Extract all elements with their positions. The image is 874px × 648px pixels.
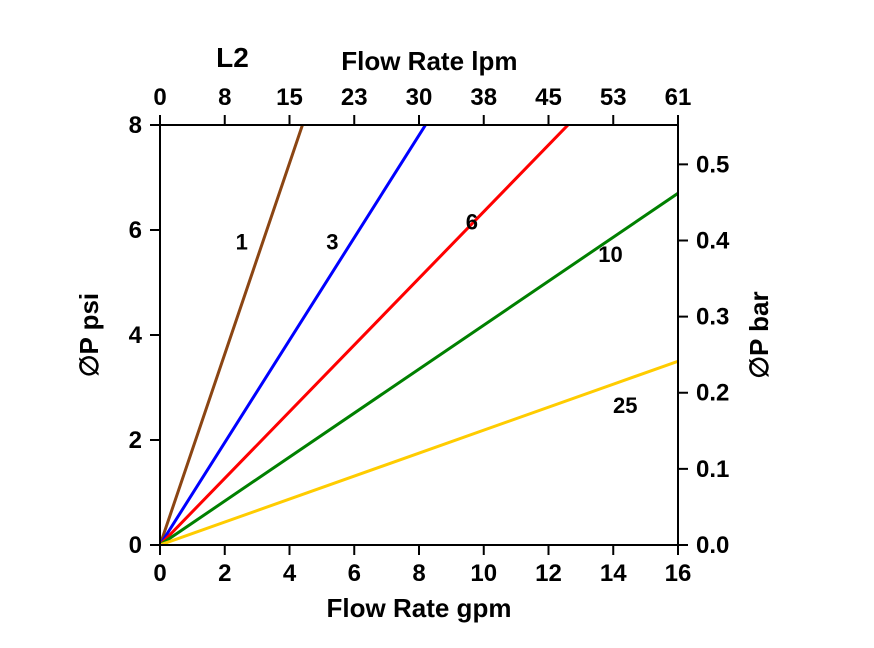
x-top-title: Flow Rate lpm [341,46,517,76]
xb-tick-label: 12 [535,560,562,587]
yr-tick-label: 0.2 [696,380,729,407]
x-bottom-title: Flow Rate gpm [327,593,512,623]
xb-tick-label: 14 [600,560,627,587]
xt-tick-label: 23 [341,84,368,111]
series-label-25: 25 [613,393,637,418]
xb-tick-label: 4 [283,560,297,587]
xb-tick-label: 16 [665,560,692,587]
yr-tick-label: 0.4 [696,227,730,254]
series-line-6 [160,125,568,545]
xt-tick-label: 15 [276,84,303,111]
series-group [160,125,678,545]
chart-svg: 13610250246810121416Flow Rate gpm0815233… [0,0,874,648]
series-label-6: 6 [466,210,478,235]
xt-tick-label: 8 [218,84,231,111]
plot-border [160,125,678,545]
chart-canvas: 13610250246810121416Flow Rate gpm0815233… [0,0,874,648]
xt-tick-label: 38 [470,84,497,111]
yr-tick-label: 0.0 [696,532,729,559]
y-left-title: ∅P psi [74,293,104,377]
xt-tick-label: 45 [535,84,562,111]
series-line-1 [160,125,302,545]
series-line-25 [160,361,678,545]
yl-tick-label: 4 [129,322,143,349]
yr-tick-label: 0.5 [696,151,729,178]
yl-tick-label: 6 [129,217,142,244]
xb-tick-label: 2 [218,560,231,587]
l2-label: L2 [216,42,249,73]
xb-tick-label: 10 [470,560,497,587]
xb-tick-label: 8 [412,560,425,587]
xt-tick-label: 30 [406,84,433,111]
xb-tick-label: 6 [348,560,361,587]
yl-tick-label: 2 [129,427,142,454]
yl-tick-label: 0 [129,532,142,559]
xt-tick-label: 61 [665,84,692,111]
xt-tick-label: 53 [600,84,627,111]
xt-tick-label: 0 [153,84,166,111]
y-right-title: ∅P bar [744,291,774,378]
yr-tick-label: 0.1 [696,456,729,483]
yr-tick-label: 0.3 [696,304,729,331]
series-line-3 [160,125,425,545]
yl-tick-label: 8 [129,112,142,139]
series-label-1: 1 [236,230,248,255]
xb-tick-label: 0 [153,560,166,587]
series-label-3: 3 [326,230,338,255]
series-label-10: 10 [598,242,622,267]
